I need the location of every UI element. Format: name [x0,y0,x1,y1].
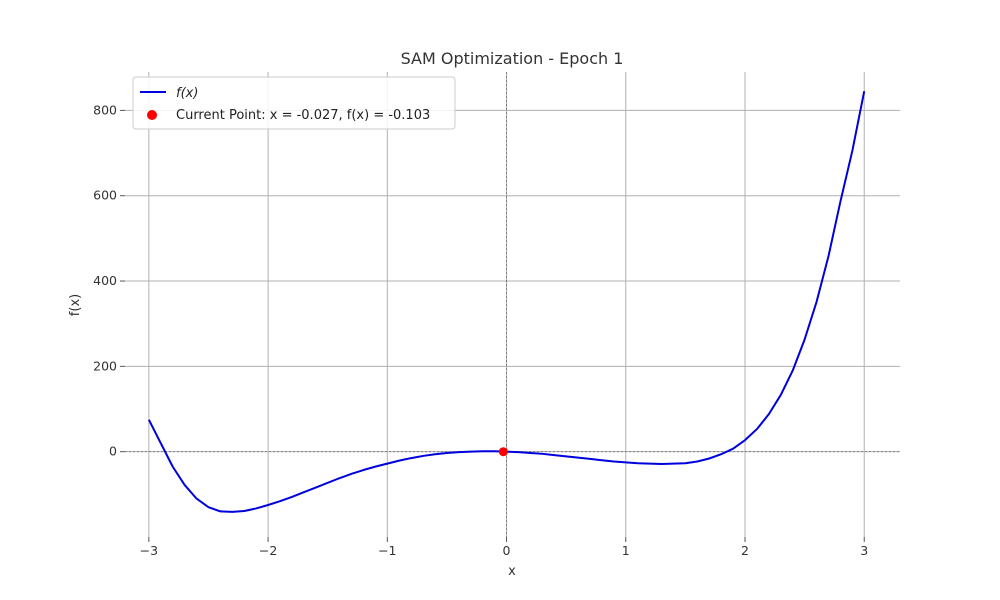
y-tick-label: 600 [93,188,117,203]
y-tick-label: 0 [109,444,117,459]
x-tick-label: 2 [741,543,749,558]
y-tick-label: 200 [93,358,117,373]
y-axis-ticks: 0 200 400 600 800 [93,102,125,459]
x-tick-label: 1 [622,543,630,558]
legend-series-label: f(x) [176,86,198,101]
x-tick-label: 3 [860,543,868,558]
x-axis-label: x [508,564,516,579]
legend-point-swatch [147,110,157,120]
x-axis-ticks: −3 −2 −1 0 1 2 3 [140,537,868,558]
chart-title: SAM Optimization - Epoch 1 [401,49,624,68]
x-tick-label: −2 [259,543,277,558]
points-layer [498,447,508,457]
plot-area [125,72,900,537]
y-tick-label: 400 [93,273,117,288]
x-tick-label: −1 [378,543,396,558]
x-tick-label: 0 [503,543,511,558]
legend: f(x) Current Point: x = -0.027, f(x) = -… [132,76,456,130]
x-tick-label: −3 [140,543,158,558]
zero-lines [125,72,900,537]
current-point-marker [498,447,508,457]
y-tick-label: 800 [93,102,117,117]
legend-point-label: Current Point: x = -0.027, f(x) = -0.103 [176,108,430,123]
legend-box [132,76,456,130]
y-axis-label: f(x) [68,294,83,316]
